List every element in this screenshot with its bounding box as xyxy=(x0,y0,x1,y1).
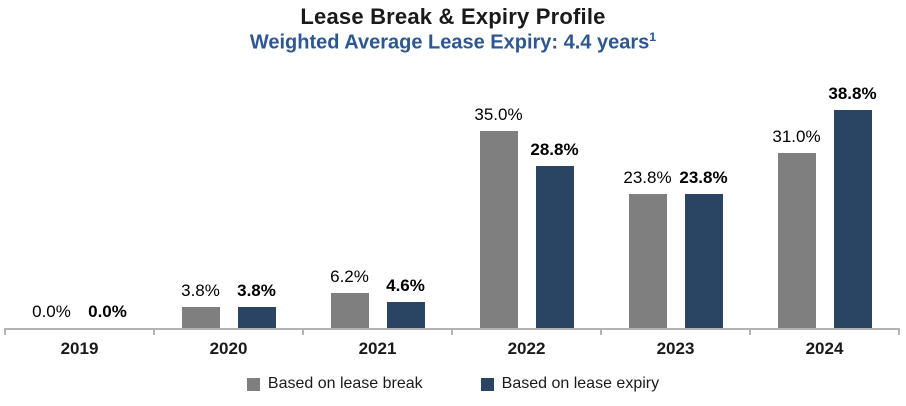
x-axis-tick xyxy=(153,328,155,335)
x-axis-tick xyxy=(749,328,751,335)
value-label-lease-expiry: 4.6% xyxy=(386,276,425,295)
value-label-lease-break: 31.0% xyxy=(772,127,821,146)
x-axis-tick xyxy=(4,328,6,335)
chart-subtitle: Weighted Average Lease Expiry: 4.4 years… xyxy=(0,30,906,55)
value-label-lease-break: 35.0% xyxy=(474,105,523,124)
footnote-marker: 1 xyxy=(649,30,657,44)
value-label-lease-break: 23.8% xyxy=(623,168,672,187)
bar-lease-expiry xyxy=(833,110,872,328)
value-label-lease-expiry: 28.8% xyxy=(530,140,579,159)
legend-item-lease-expiry: Based on lease expiry xyxy=(480,375,660,393)
bar-lease-expiry xyxy=(684,194,723,328)
value-label-lease-break: 6.2% xyxy=(330,267,369,286)
legend-item-lease-break: Based on lease break xyxy=(246,375,423,393)
bar-lease-break xyxy=(777,153,816,328)
x-axis-label-2023: 2023 xyxy=(656,339,695,358)
x-axis-tick xyxy=(302,328,304,335)
legend-swatch-lease-expiry-icon xyxy=(480,377,494,391)
x-axis-tick xyxy=(600,328,602,335)
legend-label: Based on lease expiry xyxy=(501,375,660,392)
value-label-lease-expiry: 38.8% xyxy=(828,84,877,103)
chart-subtitle-text: Weighted Average Lease Expiry: 4.4 years xyxy=(249,31,650,54)
bar-lease-break xyxy=(628,194,667,328)
x-axis-label-2021: 2021 xyxy=(358,339,397,358)
x-axis-label-2019: 2019 xyxy=(60,339,99,358)
bar-lease-break xyxy=(479,131,518,328)
x-axis-label-2024: 2024 xyxy=(805,339,844,358)
value-label-lease-break: 0.0% xyxy=(32,302,71,321)
bar-lease-expiry xyxy=(386,302,425,328)
value-label-lease-break: 3.8% xyxy=(181,281,220,300)
bar-lease-break xyxy=(330,293,369,328)
bar-lease-break xyxy=(181,307,220,328)
value-label-lease-expiry: 23.8% xyxy=(679,168,728,187)
legend-label: Based on lease break xyxy=(267,375,423,392)
x-axis-tick xyxy=(898,328,900,335)
chart-legend: Based on lease break Based on lease expir… xyxy=(0,375,906,393)
x-axis-label-2022: 2022 xyxy=(507,339,546,358)
bar-lease-expiry xyxy=(237,307,276,328)
x-axis-tick xyxy=(451,328,453,335)
legend-swatch-lease-break-icon xyxy=(246,377,260,391)
value-label-lease-expiry: 3.8% xyxy=(237,281,276,300)
value-label-lease-expiry: 0.0% xyxy=(88,302,127,321)
x-axis-label-2020: 2020 xyxy=(209,339,248,358)
bar-lease-expiry xyxy=(535,166,574,328)
chart-title: Lease Break & Expiry Profile xyxy=(300,4,606,29)
